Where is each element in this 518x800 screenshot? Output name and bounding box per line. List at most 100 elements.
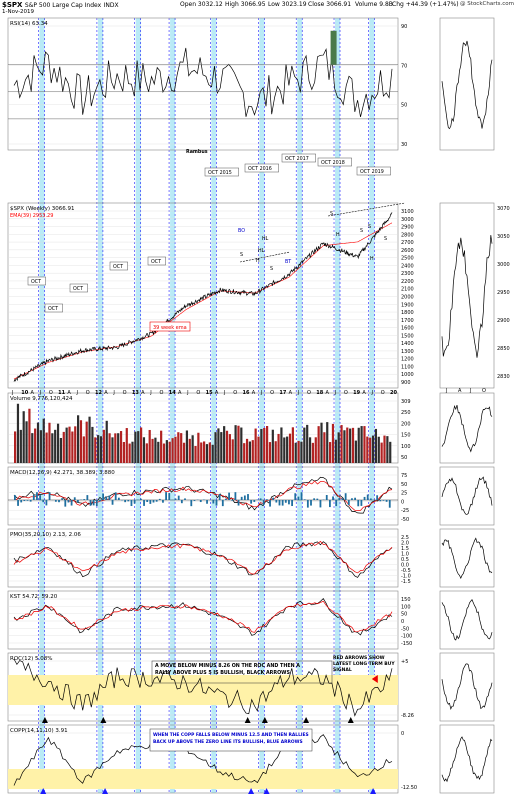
y-tick-label: 1.5 [401,546,409,552]
volume-bar [214,432,217,463]
volume-bar [297,440,300,463]
open-value: Open 3032.12 [180,1,223,8]
y-tick-label: 250 [401,410,411,416]
x-tick-label: J [149,390,151,396]
price-line [13,212,393,382]
panel-title: MACD(12,26,9) 42.271, 38.389, 3.880 [10,470,115,476]
side-y-tick: 3050 [497,234,510,240]
volume-bar [314,437,317,463]
x-tick-label: 13 [132,390,139,396]
black-buy-arrow [41,717,48,723]
volume-bar [371,435,375,463]
volume-bar [128,443,131,463]
volume-bar [280,427,283,463]
panel-frame [7,590,399,650]
pattern-label: S [240,252,243,258]
black-buy-arrow [244,717,251,723]
volume-bar [45,432,48,463]
macd-histogram-bar [215,500,218,506]
blue-buy-arrow [263,788,270,794]
pattern-label: BT [285,259,291,265]
y-tick-label: 2400 [401,263,414,269]
volume-bar [389,441,392,463]
volume-bar [337,432,340,463]
y-tick-label: 2800 [401,232,414,238]
macd-histogram-bar [344,493,347,500]
macd-histogram-bar [297,496,300,500]
macd-histogram-bar [243,495,246,500]
volume-bar [331,423,335,463]
panel-title: KST 54.72, 59.20 [10,594,58,600]
x-tick-label: A [30,390,34,396]
macd-histogram-bar [341,498,344,500]
y-tick-label: 309 [401,399,411,405]
macd-histogram-bar [58,500,60,503]
y-tick-label: -150 [401,641,412,647]
red-arrows-note: SIGNAL [333,667,352,673]
x-tick-label: O [381,390,385,396]
red-buy-arrow [371,675,378,683]
volume-bar [377,436,380,463]
macd-histogram-bar [316,498,319,500]
x-tick-label: J [186,390,188,396]
volume-bar [286,436,289,463]
y-tick-label: 900 [401,380,411,386]
x-tick-label: 14 [169,390,176,396]
macd-histogram-bar [99,500,101,502]
red-arrows-note: RED ARROWS SHOW [333,655,385,661]
macd-histogram-bar [303,499,306,500]
macd-histogram-bar [206,500,208,504]
macd-histogram-bar [281,500,284,506]
volume-bar [283,437,286,463]
macd-histogram-bar [231,500,234,501]
volume-bar [291,427,294,463]
volume-bar [160,430,163,463]
roc-note-box [151,660,333,684]
x-tick-label: A [67,390,71,396]
macd-histogram-bar [376,495,379,500]
volume-bar [154,437,157,463]
volume-bar [65,427,68,463]
annotation-label: OCT 2016 [248,166,272,172]
volume-bar [205,444,209,463]
side-x-tick: J [469,388,471,394]
macd-histogram-bar [26,500,29,501]
y-tick-label: 200 [401,421,411,427]
chart-header: $SPX S&P 500 Large Cap Index INDX 1-Nov-… [0,0,518,16]
volume-bar [171,438,174,463]
pattern-label: HL [258,248,265,254]
y-tick-label: -12.50 [401,785,417,791]
annotation-label: OCT [73,286,83,292]
macd-histogram-bar [158,498,161,500]
volume-bar [74,426,77,463]
annotation-label: OCT 2017 [285,156,309,162]
x-tick-label: O [86,390,90,396]
y-tick-label: -25 [401,508,409,514]
volume-bar [94,437,97,463]
macd-histogram-bar [240,496,243,500]
blue-buy-arrow [40,788,47,794]
macd-histogram-bar [313,498,316,500]
volume-bar [31,433,34,463]
macd-histogram-bar [77,500,79,503]
y-tick-label: 2700 [401,240,414,246]
macd-histogram-bar [366,494,369,500]
macd-histogram-bar [114,492,117,500]
x-tick-label: J [297,390,299,396]
macd-histogram-bar [73,497,76,500]
y-tick-label: 2300 [401,271,414,277]
panel-title: PMO(35,20,10) 2.13, 2.06 [10,532,81,538]
macd-histogram-bar [288,500,290,505]
volume-bar [117,433,120,463]
volume-bar [157,441,160,463]
panel-frame [7,528,399,588]
y-tick-label: 3100 [401,209,414,215]
macd-histogram-bar [146,500,149,502]
volume-bar [251,440,254,463]
ema-label-box [149,321,191,332]
y-tick-label: -8.26 [401,713,414,719]
x-tick-label: 11 [58,390,65,396]
x-tick-label: 19 [353,390,360,396]
volume-bar [263,427,266,463]
volume-bar [42,418,45,463]
